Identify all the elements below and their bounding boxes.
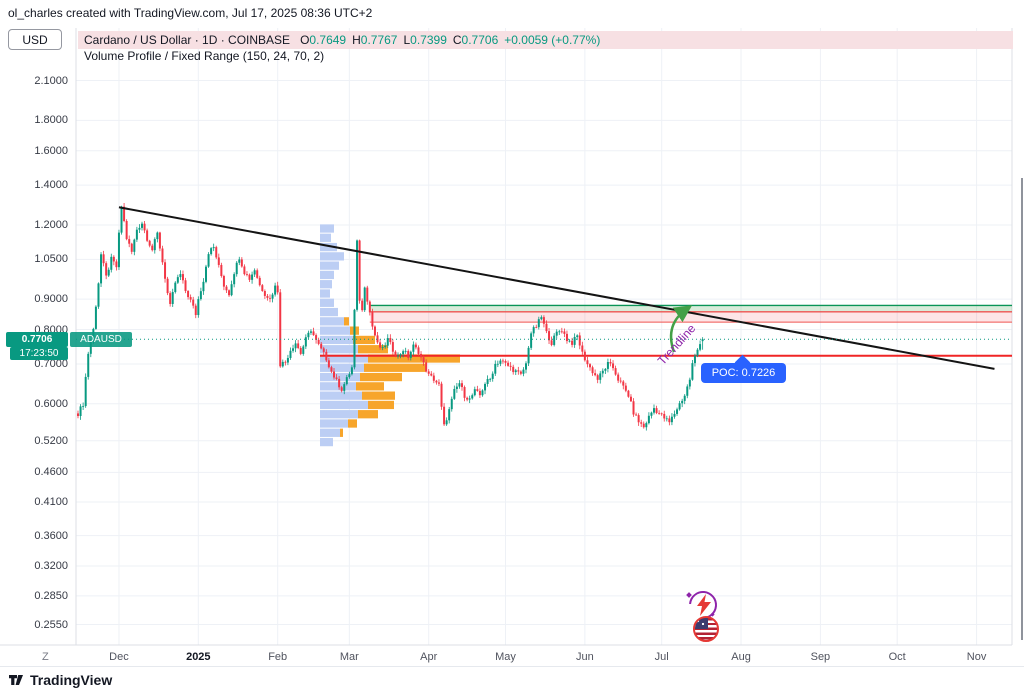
last-price-tag: 0.7706 [6, 331, 68, 347]
currency-unit-button[interactable]: USD [8, 29, 62, 50]
price-scale-label[interactable]: 0.7000 [34, 358, 68, 370]
time-scale-label[interactable]: Aug [731, 651, 751, 663]
time-scale-label[interactable]: 2025 [186, 651, 211, 663]
time-scale-label[interactable]: Sep [810, 651, 831, 663]
time-scale-label[interactable]: Oct [888, 651, 906, 663]
close-label: C [452, 33, 462, 47]
symbol-price-tag: ADAUSD [70, 331, 132, 347]
price-scale-label[interactable]: 2.1000 [34, 74, 68, 87]
price-scale-label[interactable]: 0.4600 [34, 466, 68, 479]
price-scale-label[interactable]: 1.8000 [34, 114, 68, 127]
price-scale-label[interactable]: 1.4000 [34, 179, 68, 192]
price-scale-label[interactable]: 0.3600 [34, 529, 68, 542]
z-shortcut-label[interactable]: Z [36, 650, 55, 664]
time-scale-label[interactable]: Jun [576, 651, 594, 663]
footer-divider [0, 666, 1024, 667]
time-scale-label[interactable]: Apr [420, 651, 438, 663]
price-scale-label[interactable]: 1.6000 [34, 144, 68, 157]
time-scale-label[interactable]: Nov [966, 651, 987, 663]
price-scale-label[interactable]: 0.6000 [34, 397, 68, 410]
high-value: 0.7767 [360, 33, 398, 47]
time-scale-label[interactable]: Mar [339, 651, 359, 663]
time-scale-label[interactable]: Feb [268, 651, 288, 663]
price-scale-label[interactable]: 1.2000 [34, 218, 68, 231]
bar-countdown-tag: 17:23:50 [10, 347, 68, 361]
indicator-status-line[interactable]: Volume Profile / Fixed Range (150, 24, 7… [84, 49, 325, 63]
price-scale-label[interactable]: 0.2850 [34, 589, 68, 602]
price-scale-label[interactable]: 0.3200 [34, 559, 68, 572]
price-scale-label[interactable]: 0.4100 [34, 496, 68, 508]
time-scale-label[interactable]: May [495, 651, 516, 663]
price-scale-label[interactable]: 1.0500 [34, 253, 68, 266]
symbol-status-line[interactable]: Cardano / US Dollar · 1D · COINBASE O 0.… [78, 31, 1013, 49]
price-scale-label[interactable]: 0.2550 [34, 618, 68, 631]
flag-canton-icon [695, 618, 708, 629]
price-scale-label[interactable]: 0.9000 [34, 293, 68, 306]
tradingview-logo-text: TradingView [30, 672, 113, 688]
poc-price-label[interactable]: POC: 0.7226 [701, 363, 786, 383]
time-scale-label[interactable]: Dec [109, 651, 129, 663]
right-edge-scrollbar[interactable] [1021, 178, 1023, 640]
us-flag-badge-sticker-icon[interactable] [693, 616, 719, 642]
close-value: 0.7706 [461, 33, 499, 47]
high-label: H [352, 33, 361, 47]
credit-line: ol_charles created with TradingView.com,… [8, 6, 373, 20]
price-scale-label[interactable]: 0.5200 [34, 434, 68, 447]
low-value: 0.7399 [410, 33, 447, 47]
tradingview-logo[interactable]: TradingView [8, 672, 112, 688]
open-value: 0.7649 [309, 33, 347, 47]
open-label: O [300, 33, 310, 47]
low-label: L [403, 33, 411, 47]
time-scale-label[interactable]: Jul [654, 651, 669, 663]
sparkle-icon [710, 612, 715, 617]
lightning-swirl-sticker-icon[interactable] [683, 585, 723, 625]
lightning-bolt-icon [697, 594, 711, 616]
tradingview-logo-mark-icon [9, 675, 23, 685]
symbol-title[interactable]: Cardano / US Dollar · 1D · COINBASE [84, 33, 291, 47]
change-value: +0.0059 (+0.77%) [504, 33, 601, 47]
